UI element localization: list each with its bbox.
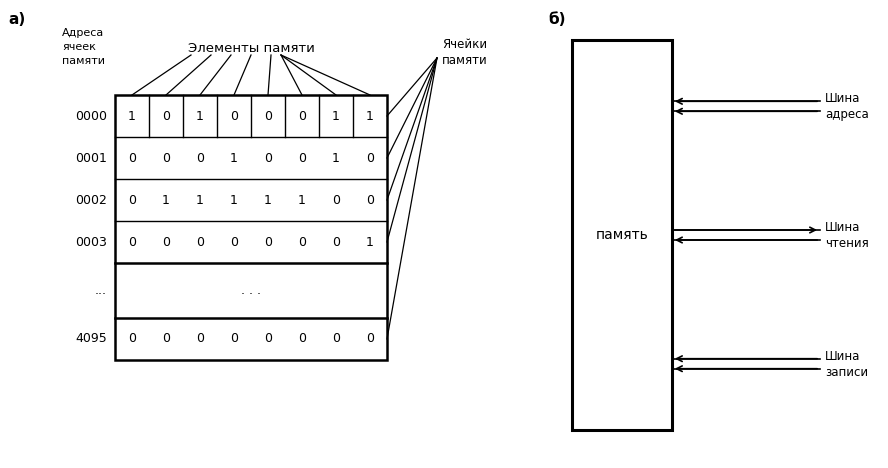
Text: 0: 0: [332, 235, 340, 249]
Text: ячеек: ячеек: [62, 42, 96, 52]
Text: 0000: 0000: [75, 110, 107, 123]
Text: записи: записи: [825, 366, 868, 379]
Text: 1: 1: [196, 193, 204, 206]
Text: 0: 0: [264, 110, 272, 123]
Bar: [572, 40, 672, 430]
Text: памяти: памяти: [442, 54, 488, 67]
Text: 0: 0: [162, 235, 170, 249]
Text: 0: 0: [366, 332, 374, 345]
Text: 0: 0: [230, 235, 238, 249]
Text: 1: 1: [163, 193, 170, 206]
Bar: [115, 95, 387, 360]
Text: 0: 0: [196, 332, 204, 345]
Text: 1: 1: [264, 193, 272, 206]
Text: Адреса: Адреса: [62, 28, 104, 38]
Text: 1: 1: [366, 235, 374, 249]
Text: 0: 0: [128, 152, 136, 164]
Text: 0003: 0003: [75, 235, 107, 249]
Text: 1: 1: [196, 110, 204, 123]
Text: 0: 0: [366, 152, 374, 164]
Text: 0: 0: [162, 152, 170, 164]
Text: память: память: [596, 228, 648, 242]
Text: 0: 0: [264, 235, 272, 249]
Text: 1: 1: [332, 152, 340, 164]
Text: 0002: 0002: [75, 193, 107, 206]
Text: 1: 1: [230, 152, 238, 164]
Text: 0: 0: [298, 110, 306, 123]
Text: 0: 0: [196, 235, 204, 249]
Text: 0: 0: [298, 332, 306, 345]
Text: 0: 0: [162, 110, 170, 123]
Text: 0: 0: [162, 332, 170, 345]
Text: ...: ...: [95, 284, 107, 297]
Text: 0: 0: [128, 332, 136, 345]
Text: . . .: . . .: [241, 284, 261, 297]
Text: 0: 0: [128, 235, 136, 249]
Text: 0: 0: [264, 332, 272, 345]
Text: 0: 0: [128, 193, 136, 206]
Text: Шина: Шина: [825, 350, 860, 363]
Text: Шина: Шина: [825, 92, 860, 105]
Text: 0: 0: [196, 152, 204, 164]
Text: памяти: памяти: [62, 56, 105, 66]
Text: адреса: адреса: [825, 108, 868, 121]
Text: 0: 0: [366, 193, 374, 206]
Text: 0: 0: [332, 332, 340, 345]
Text: Ячейки: Ячейки: [442, 38, 488, 51]
Text: б): б): [548, 12, 566, 27]
Text: 0: 0: [230, 110, 238, 123]
Text: 0001: 0001: [75, 152, 107, 164]
Text: 0: 0: [264, 152, 272, 164]
Text: Шина: Шина: [825, 221, 860, 234]
Text: 0: 0: [230, 332, 238, 345]
Text: 1: 1: [230, 193, 238, 206]
Text: 1: 1: [128, 110, 136, 123]
Text: чтения: чтения: [825, 237, 868, 250]
Text: 0: 0: [298, 152, 306, 164]
Text: 1: 1: [332, 110, 340, 123]
Text: 1: 1: [298, 193, 306, 206]
Text: Элементы памяти: Элементы памяти: [187, 42, 314, 55]
Text: 1: 1: [366, 110, 374, 123]
Text: 4095: 4095: [75, 332, 107, 345]
Text: 0: 0: [332, 193, 340, 206]
Text: а): а): [8, 12, 25, 27]
Text: 0: 0: [298, 235, 306, 249]
